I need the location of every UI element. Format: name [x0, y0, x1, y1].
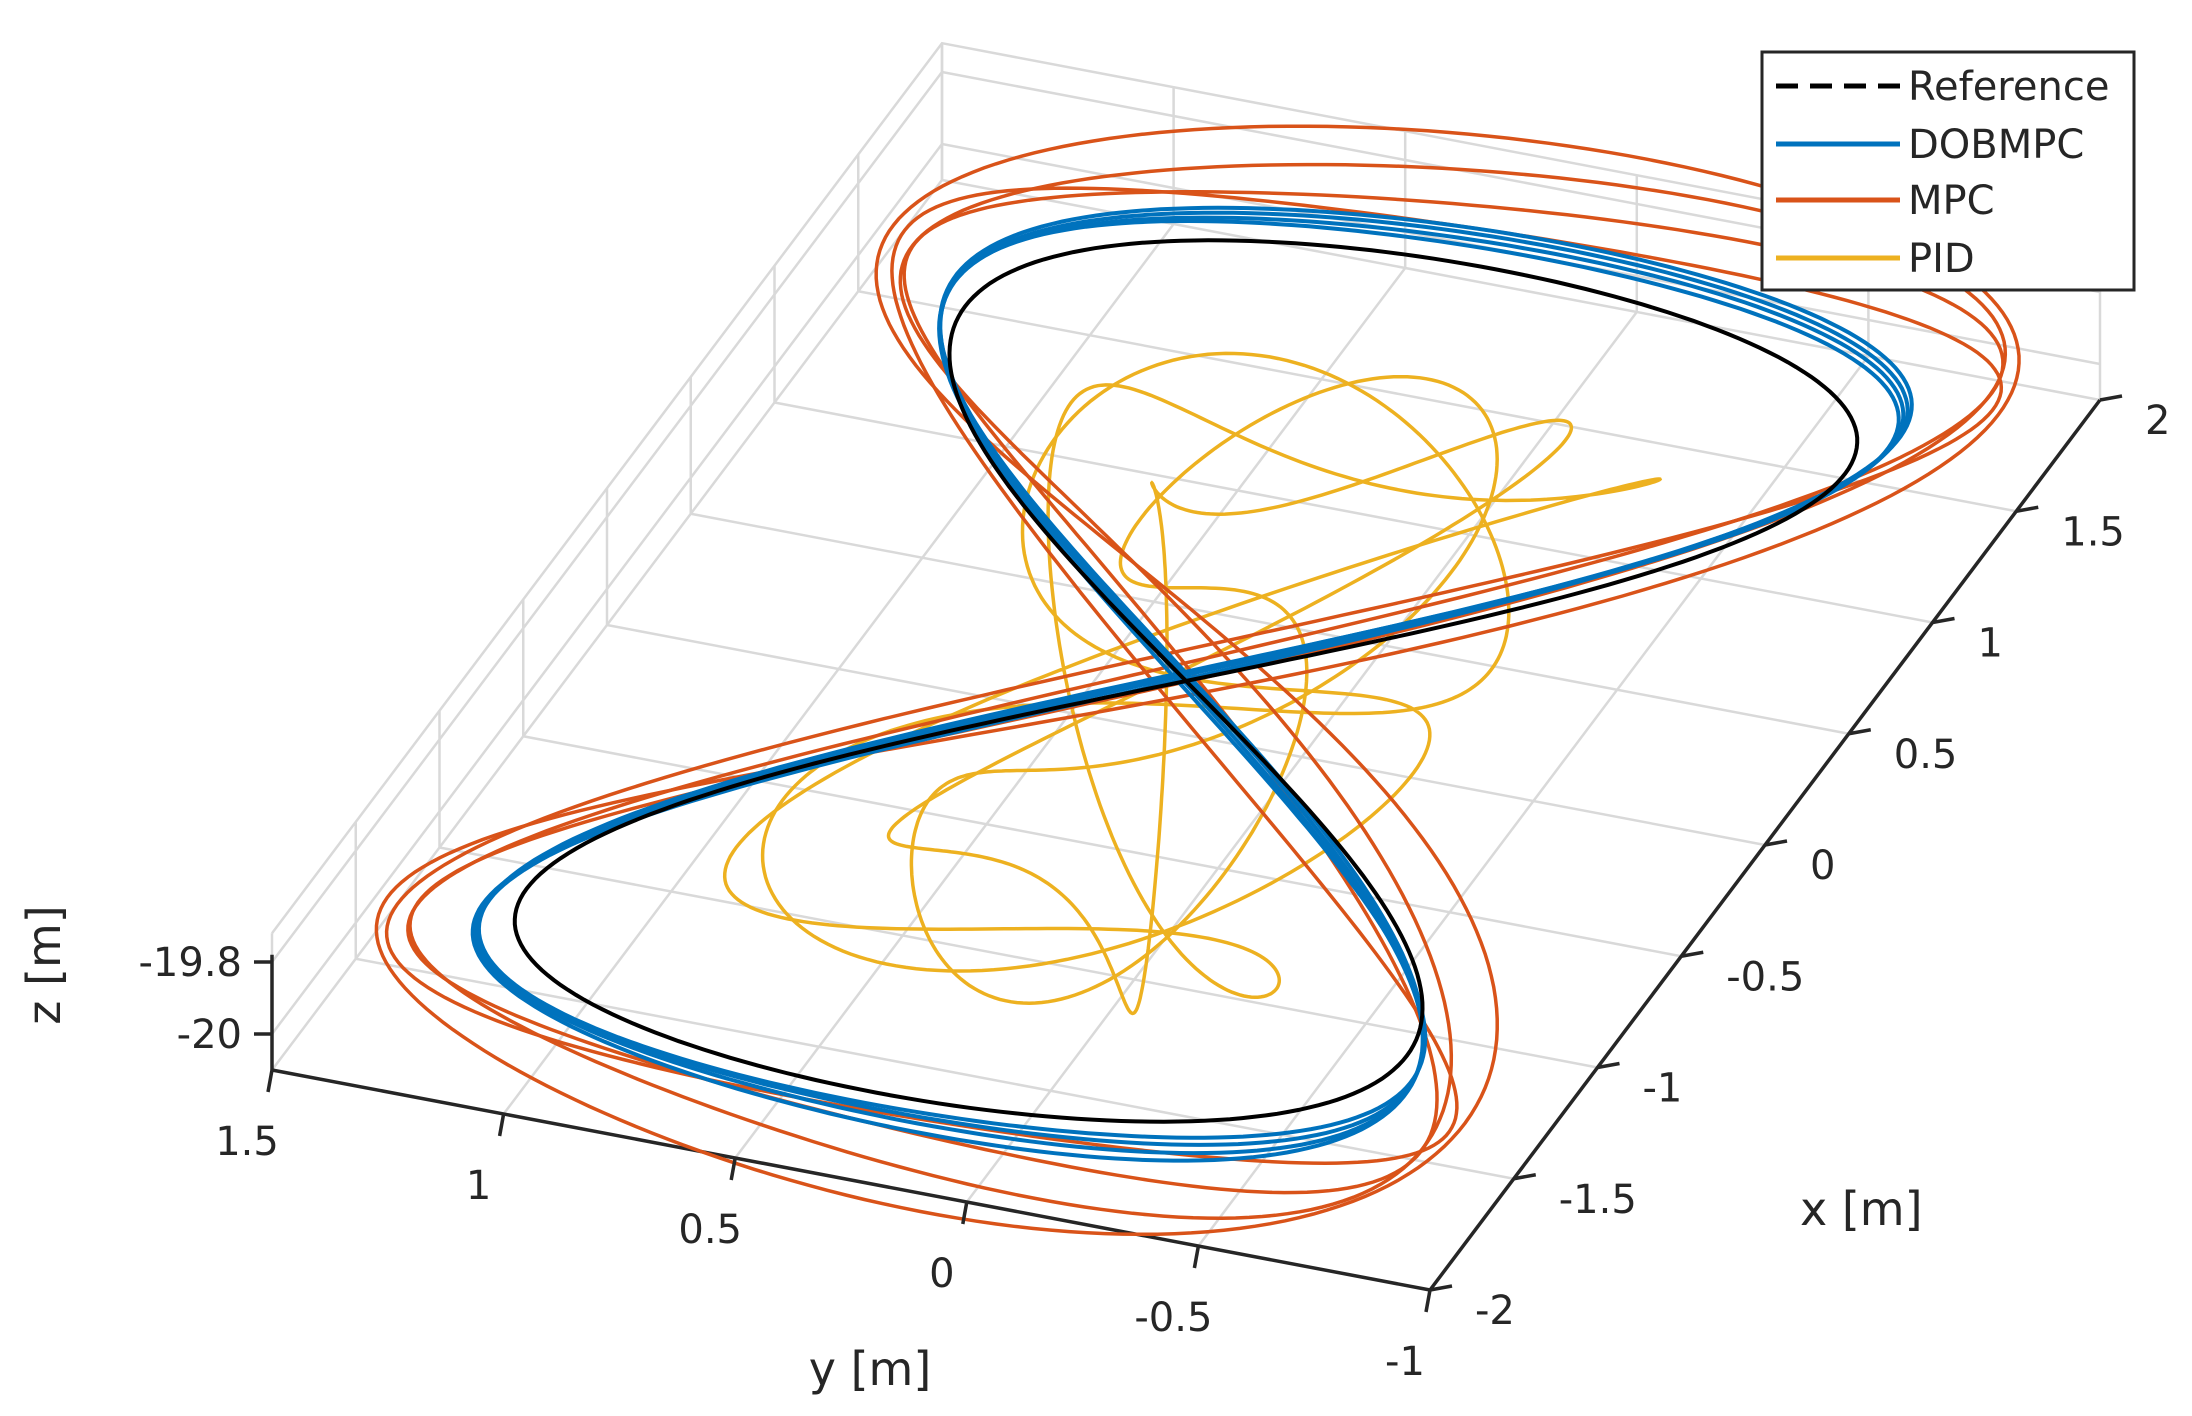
grid-lines: [270, 41, 2102, 1292]
floor-grid-x: [355, 957, 1514, 1180]
x-tick-label: 0: [1810, 843, 1835, 889]
legend-label-dobmpc: DOBMPC: [1908, 122, 2084, 168]
y-tick-mark: [497, 1113, 506, 1137]
legend: Reference DOBMPC MPC PID: [1760, 50, 2136, 292]
legend-label-pid: PID: [1908, 236, 1975, 282]
legend-label-reference: Reference: [1908, 64, 2109, 110]
x-tick-labels: -2 -1.5 -1 -0.5 0 0.5 1 1.5 2: [1429, 394, 2170, 1334]
x-tick-mark: [1764, 839, 1788, 847]
dobmpc-trajectory: [475, 215, 1906, 1147]
z-axis-title: z [m]: [17, 905, 71, 1024]
floor-grid-x: [523, 735, 1682, 958]
y-tick-label: -0.5: [1134, 1295, 1212, 1341]
y-tick-label: 1: [466, 1163, 491, 1209]
y-tick-label: 0: [929, 1251, 954, 1297]
x-tick-mark: [2015, 505, 2039, 513]
floor-grid-x: [606, 623, 1766, 847]
x-tick-mark: [1597, 1061, 1620, 1070]
x-tick-label: -2: [1475, 1288, 1515, 1334]
floor-grid-y: [734, 267, 1407, 1159]
y-tick-mark: [729, 1157, 737, 1181]
z-tick-label: -20: [177, 1012, 242, 1058]
x-tick-label: 1: [1978, 621, 2003, 667]
x-tick-label: 0.5: [1894, 732, 1958, 778]
x-tick-mark: [1680, 950, 1704, 958]
y-tick-label: 0.5: [678, 1207, 742, 1253]
x-tick-label: 2: [2145, 398, 2170, 444]
reference-trajectory: [512, 238, 1860, 1124]
pid-trajectory: [760, 351, 1511, 973]
mpc-trajectory: [406, 190, 2005, 1195]
floor-grid-x: [858, 290, 2017, 513]
x-tick-label: -1: [1643, 1066, 1683, 1112]
x-tick-mark: [1429, 1284, 1453, 1292]
x-tick-label: -0.5: [1726, 954, 1804, 1000]
floor-grid-y: [1197, 355, 1870, 1247]
wall-grid-z: [271, 41, 2101, 934]
y-axis-line: [271, 1068, 1431, 1292]
floor-grid-y: [502, 223, 1175, 1115]
y-tick-mark: [961, 1201, 969, 1225]
x-tick-mark: [2099, 394, 2123, 402]
y-tick-label: 1.5: [215, 1119, 279, 1165]
y-tick-mark: [1192, 1245, 1201, 1269]
dobmpc-trajectory: [473, 210, 1910, 1156]
mpc-trajectory: [384, 186, 2004, 1165]
pid-trajectory: [722, 383, 1663, 1000]
x-tick-mark: [1848, 728, 1872, 736]
pid-trajectory: [909, 374, 1499, 1005]
x-tick-label: 1.5: [2061, 509, 2125, 555]
z-tick-labels: -19.8 -20: [139, 940, 272, 1058]
x-tick-label: -1.5: [1559, 1177, 1637, 1223]
floor-grid-x: [439, 846, 1598, 1069]
x-tick-mark: [1513, 1173, 1537, 1181]
y-axis-title: y [m]: [809, 1342, 932, 1396]
y-tick-mark: [1424, 1289, 1432, 1313]
y-tick-mark: [266, 1069, 274, 1093]
z-tick-label: -19.8: [139, 940, 243, 986]
pid-trajectory: [886, 418, 1574, 1016]
trajectory-curves: [374, 124, 2021, 1237]
x-tick-mark: [1932, 616, 1955, 625]
x-axis-title: x [m]: [1800, 1182, 1923, 1236]
floor-grid-x: [690, 512, 1849, 735]
wall-grid-z: [271, 70, 2101, 963]
y-tick-labels: 1.5 1 0.5 0 -0.5 -1: [215, 1069, 1432, 1385]
floor-grid-y: [965, 311, 1638, 1203]
legend-box: [1760, 50, 2136, 292]
legend-label-mpc: MPC: [1908, 178, 1995, 224]
y-tick-label: -1: [1385, 1339, 1425, 1385]
